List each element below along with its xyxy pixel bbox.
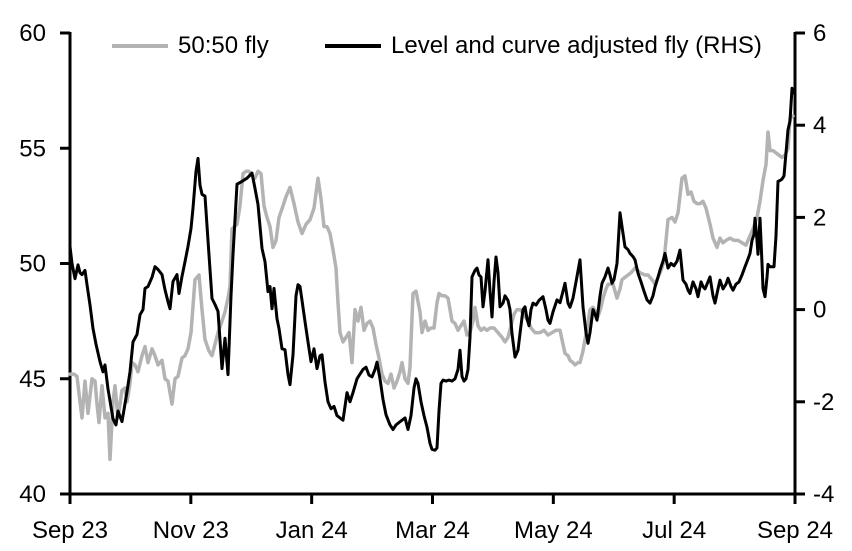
- left-axis-tick-label: 50: [19, 251, 46, 278]
- chart-legend: 50:50 fly Level and curve adjusted fly (…: [0, 0, 852, 59]
- left-axis-tick-label: 40: [19, 481, 46, 508]
- x-axis-tick-label: Sep 24: [757, 517, 833, 544]
- left-axis-tick-label: 45: [19, 366, 46, 393]
- x-axis-tick-label: May 24: [514, 517, 593, 544]
- right-axis-tick-label: -2: [813, 389, 834, 416]
- gray-series-line: [68, 114, 795, 462]
- legend-item-5050-fly: 50:50 fly: [112, 32, 269, 59]
- right-axis-tick-label: 4: [813, 112, 826, 139]
- right-axis-tick-label: 2: [813, 204, 826, 231]
- legend-item-level-curve-adjusted-fly: Level and curve adjusted fly (RHS): [325, 32, 762, 59]
- black-series-line: [68, 86, 796, 452]
- black-line-swatch: [325, 44, 381, 48]
- right-axis-tick-label: 0: [813, 297, 826, 324]
- right-axis-tick-label: -4: [813, 481, 834, 508]
- legend-label-level-curve-adjusted-fly: Level and curve adjusted fly (RHS): [391, 32, 762, 59]
- right-axis-tick-label: 6: [813, 20, 826, 47]
- x-axis-tick-label: Sep 23: [32, 517, 108, 544]
- x-axis-tick-label: Jul 24: [642, 517, 706, 544]
- gray-line-swatch: [112, 44, 168, 48]
- x-axis-tick-label: Jan 24: [276, 517, 348, 544]
- x-axis-tick-label: Nov 23: [153, 517, 229, 544]
- left-axis-tick-label: 55: [19, 135, 46, 162]
- x-axis-tick-label: Mar 24: [395, 517, 470, 544]
- left-axis-tick-label: 60: [19, 20, 46, 47]
- legend-label-5050-fly: 50:50 fly: [178, 32, 269, 59]
